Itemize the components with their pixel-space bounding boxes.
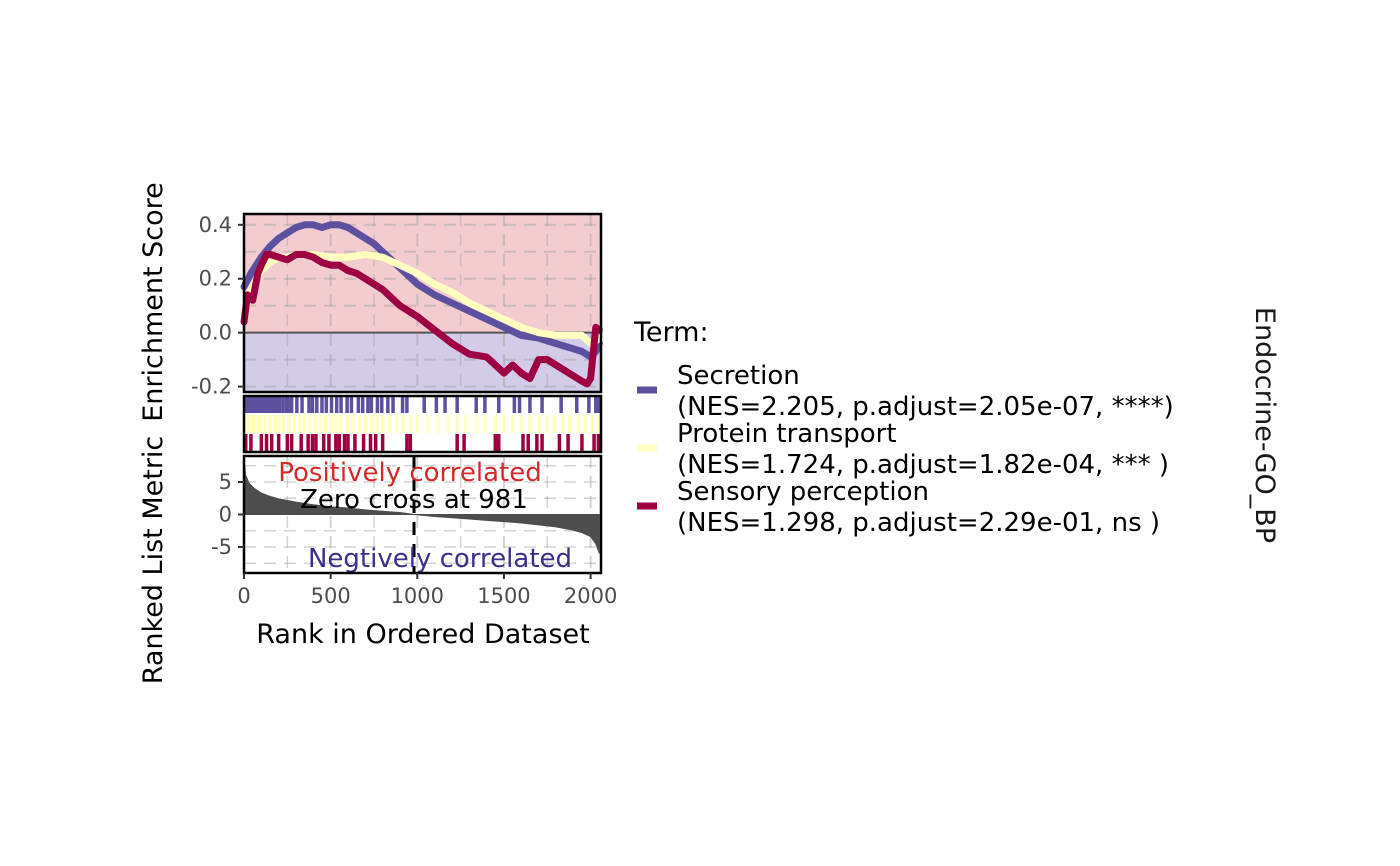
es-y-tick-label: -0.2 — [191, 375, 232, 399]
x-tick-label: 500 — [311, 584, 351, 608]
es-y-tick-label: 0.0 — [199, 321, 232, 345]
strip-label: Endocrine-GO_BP — [1249, 307, 1280, 543]
legend-stats-series-1: (NES=2.205, p.adjust=2.05e-07, ****) — [677, 392, 1174, 422]
x-axis-title: Rank in Ordered Dataset — [256, 619, 589, 650]
rank-y-axis-title: Ranked List Metric — [138, 436, 169, 685]
es-y-axis-title: Enrichment Score — [138, 182, 169, 422]
legend-label-series-1: Secretion — [677, 361, 800, 391]
es-y-tick-label: 0.2 — [199, 267, 232, 291]
enrichment-score-panel: -0.2 0.0 0.2 0.4 — [191, 212, 603, 399]
legend: Term: Secretion(NES=2.205, p.adjust=2.05… — [633, 317, 1174, 538]
hits-panel-border — [242, 394, 603, 454]
negatively-correlated-label: Negtively correlated — [308, 544, 572, 574]
rank-y-tick-label: 5 — [219, 470, 232, 494]
x-tick-label: 1500 — [477, 584, 530, 608]
x-tick-label: 2000 — [564, 584, 617, 608]
legend-label-series-3: Sensory perception — [677, 477, 929, 507]
es-curve-series-3 — [240, 251, 603, 388]
legend-title: Term: — [633, 317, 709, 348]
zero-cross-label: Zero cross at 981 — [300, 485, 528, 515]
x-tick-label: 0 — [237, 584, 250, 608]
legend-stats-series-3: (NES=1.298, p.adjust=2.29e-01, ns ) — [677, 508, 1160, 538]
rank-y-tick-label: -5 — [211, 535, 232, 559]
gene-hits-panel — [242, 394, 603, 454]
es-panel-border — [242, 212, 603, 394]
legend-stats-series-2: (NES=1.724, p.adjust=1.82e-04, *** ) — [677, 450, 1169, 480]
positively-correlated-label: Positively correlated — [278, 458, 542, 488]
rank-y-tick-label: 0 — [219, 503, 232, 527]
legend-label-series-2: Protein transport — [677, 419, 897, 449]
ranked-metric-area — [243, 458, 600, 554]
x-tick-label: 1000 — [391, 584, 444, 608]
es-y-tick-label: 0.4 — [199, 213, 232, 237]
